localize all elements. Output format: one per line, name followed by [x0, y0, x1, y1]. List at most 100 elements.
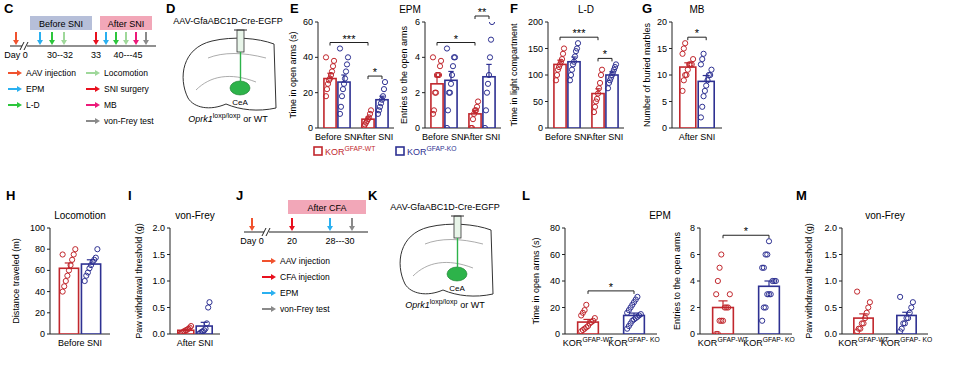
y-tick-label: 6 [690, 250, 695, 260]
data-point [902, 321, 907, 326]
data-point [727, 292, 732, 297]
data-point [597, 80, 602, 85]
plot-area [59, 247, 100, 334]
data-point [704, 83, 709, 88]
brain-outline [400, 224, 493, 296]
panel-letter: I [128, 188, 132, 203]
data-point [681, 46, 686, 51]
data-point [569, 67, 574, 72]
axis-break [20, 42, 24, 50]
data-point [475, 99, 480, 104]
y-tick [562, 254, 565, 255]
y-tick-label: 50 [533, 97, 543, 107]
day-label: 33 [91, 50, 101, 60]
data-point [862, 316, 867, 321]
data-point [436, 72, 441, 77]
x-tick-label: After SNI [357, 132, 394, 142]
data-point [560, 51, 565, 56]
chart-title: Locomotion [54, 210, 106, 221]
data-point [683, 41, 688, 46]
data-point [474, 104, 479, 109]
phase-box [100, 16, 152, 30]
y-tick-label: 1.5 [824, 250, 837, 260]
brain-section: CeA [183, 30, 276, 110]
data-point [768, 292, 773, 297]
y-tick-label: 0 [538, 123, 543, 133]
event-arrow-head [327, 226, 333, 231]
panel-letter: C [4, 1, 14, 16]
error-cap [448, 71, 453, 72]
x-tick-label: After SNI [587, 132, 624, 142]
y-axis-label: Time in light compartment [509, 23, 519, 127]
bar [338, 82, 350, 128]
y-axis [318, 22, 319, 128]
y-axis [50, 228, 51, 334]
y-tick [47, 270, 50, 271]
y-tick [545, 48, 548, 49]
event-arrow-head [93, 40, 99, 45]
chart: 02468Entries to the open armsKORGFAP-WTK… [672, 223, 795, 348]
legend-arrow [262, 292, 272, 294]
error-bar [488, 64, 489, 76]
x-tick-label: After SNI [464, 132, 501, 142]
event-arrow [51, 32, 53, 41]
chart: FL-D050100150200Time in light compartmen… [509, 1, 624, 142]
day-label: 28---30 [325, 236, 354, 246]
data-point [344, 62, 349, 67]
y-tick-label: 1.5 [152, 250, 165, 260]
bar [713, 308, 734, 335]
vector-label: AAV-GfaABC1D-Cre-EGFP [390, 202, 499, 212]
data-point [571, 59, 576, 64]
error-cap [486, 64, 491, 65]
data-point [444, 125, 449, 128]
data-point [861, 321, 866, 326]
event-arrow [15, 32, 17, 41]
data-point [60, 252, 65, 257]
data-point [430, 111, 435, 116]
data-point [592, 104, 597, 109]
text-sup: GFAP- KO [900, 336, 932, 343]
data-point [437, 64, 442, 69]
y-tick [545, 128, 548, 129]
y-tick-label: 60 [35, 265, 45, 275]
y-tick-label: 4 [690, 276, 695, 286]
phase-box [288, 200, 366, 214]
panel-letter: E [290, 1, 299, 16]
y-tick [422, 92, 425, 93]
legend-arrow [8, 104, 18, 106]
data-point [381, 87, 386, 92]
y-tick-label: 5 [662, 97, 667, 107]
text-main: KOR [743, 338, 763, 348]
data-point [638, 312, 643, 317]
data-point [323, 94, 328, 99]
legend-label: SNI surgery [104, 84, 150, 94]
bar [196, 326, 212, 334]
event-arrow-head [113, 40, 119, 45]
data-point [379, 97, 384, 102]
data-point [487, 55, 492, 60]
y-tick [562, 281, 565, 282]
data-point [337, 46, 342, 51]
phase-label: Before SNI [39, 19, 83, 29]
data-point [898, 294, 903, 299]
error-cap [902, 312, 911, 313]
y-tick [422, 22, 425, 23]
legend-label: KORGFAP-KO [407, 145, 457, 157]
data-point [60, 289, 65, 294]
brain-outline [183, 38, 276, 110]
significance-label: * [454, 33, 459, 45]
data-point [70, 257, 75, 262]
data-point [323, 55, 328, 60]
allele: loxp/loxp [430, 298, 458, 306]
day-label: 20 [287, 236, 297, 246]
text-main: KOR [608, 338, 628, 348]
bar [324, 79, 336, 128]
significance-label: * [744, 225, 749, 237]
y-tick-label: 2.0 [824, 223, 837, 233]
vector-label: AAV-GfaABC1D-Cre-EGFP [173, 16, 282, 26]
bar [578, 322, 599, 334]
y-tick-label: 0 [555, 329, 560, 339]
data-point [899, 326, 904, 331]
data-point [482, 125, 487, 128]
data-point [613, 62, 618, 67]
